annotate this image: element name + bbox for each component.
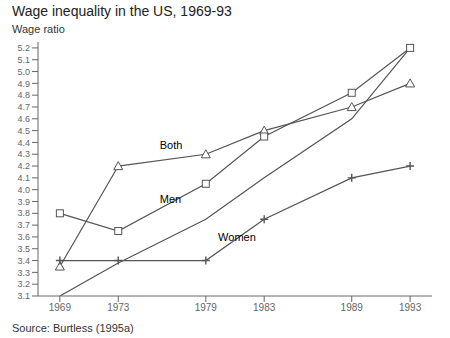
svg-text:3.9: 3.9	[17, 197, 30, 207]
svg-text:3.1: 3.1	[17, 291, 30, 301]
svg-text:1973: 1973	[107, 302, 130, 313]
svg-text:4.8: 4.8	[17, 90, 30, 100]
svg-text:3.4: 3.4	[17, 256, 30, 266]
svg-text:5.0: 5.0	[17, 67, 30, 77]
svg-text:1969: 1969	[49, 302, 72, 313]
svg-text:Women: Women	[218, 231, 256, 243]
svg-text:4.6: 4.6	[17, 114, 30, 124]
svg-text:1983: 1983	[253, 302, 276, 313]
svg-text:4.5: 4.5	[17, 126, 30, 136]
svg-text:4.9: 4.9	[17, 79, 30, 89]
svg-text:Men: Men	[160, 193, 181, 205]
svg-text:Both: Both	[160, 139, 183, 151]
html-text:Wage inequality in the US, 196: Wage inequality in the US, 1969-93	[12, 3, 232, 19]
svg-text:4.7: 4.7	[17, 102, 30, 112]
svg-text:1979: 1979	[195, 302, 218, 313]
svg-text:4.3: 4.3	[17, 149, 30, 159]
html-text:Wage ratio: Wage ratio	[12, 23, 65, 35]
svg-text:5.2: 5.2	[17, 43, 30, 53]
svg-text:1993: 1993	[399, 302, 422, 313]
svg-text:4.0: 4.0	[17, 185, 30, 195]
svg-text:5.1: 5.1	[17, 55, 30, 65]
svg-text:3.5: 3.5	[17, 244, 30, 254]
svg-text:3.6: 3.6	[17, 232, 30, 242]
svg-text:4.2: 4.2	[17, 161, 30, 171]
svg-text:3.8: 3.8	[17, 208, 30, 218]
svg-text:4.4: 4.4	[17, 138, 30, 148]
svg-text:3.2: 3.2	[17, 279, 30, 289]
svg-text:3.7: 3.7	[17, 220, 30, 230]
html-text:Source: Burtless (1995a): Source: Burtless (1995a)	[12, 322, 134, 334]
svg-text:1989: 1989	[341, 302, 364, 313]
svg-text:3.3: 3.3	[17, 268, 30, 278]
svg-text:4.1: 4.1	[17, 173, 30, 183]
